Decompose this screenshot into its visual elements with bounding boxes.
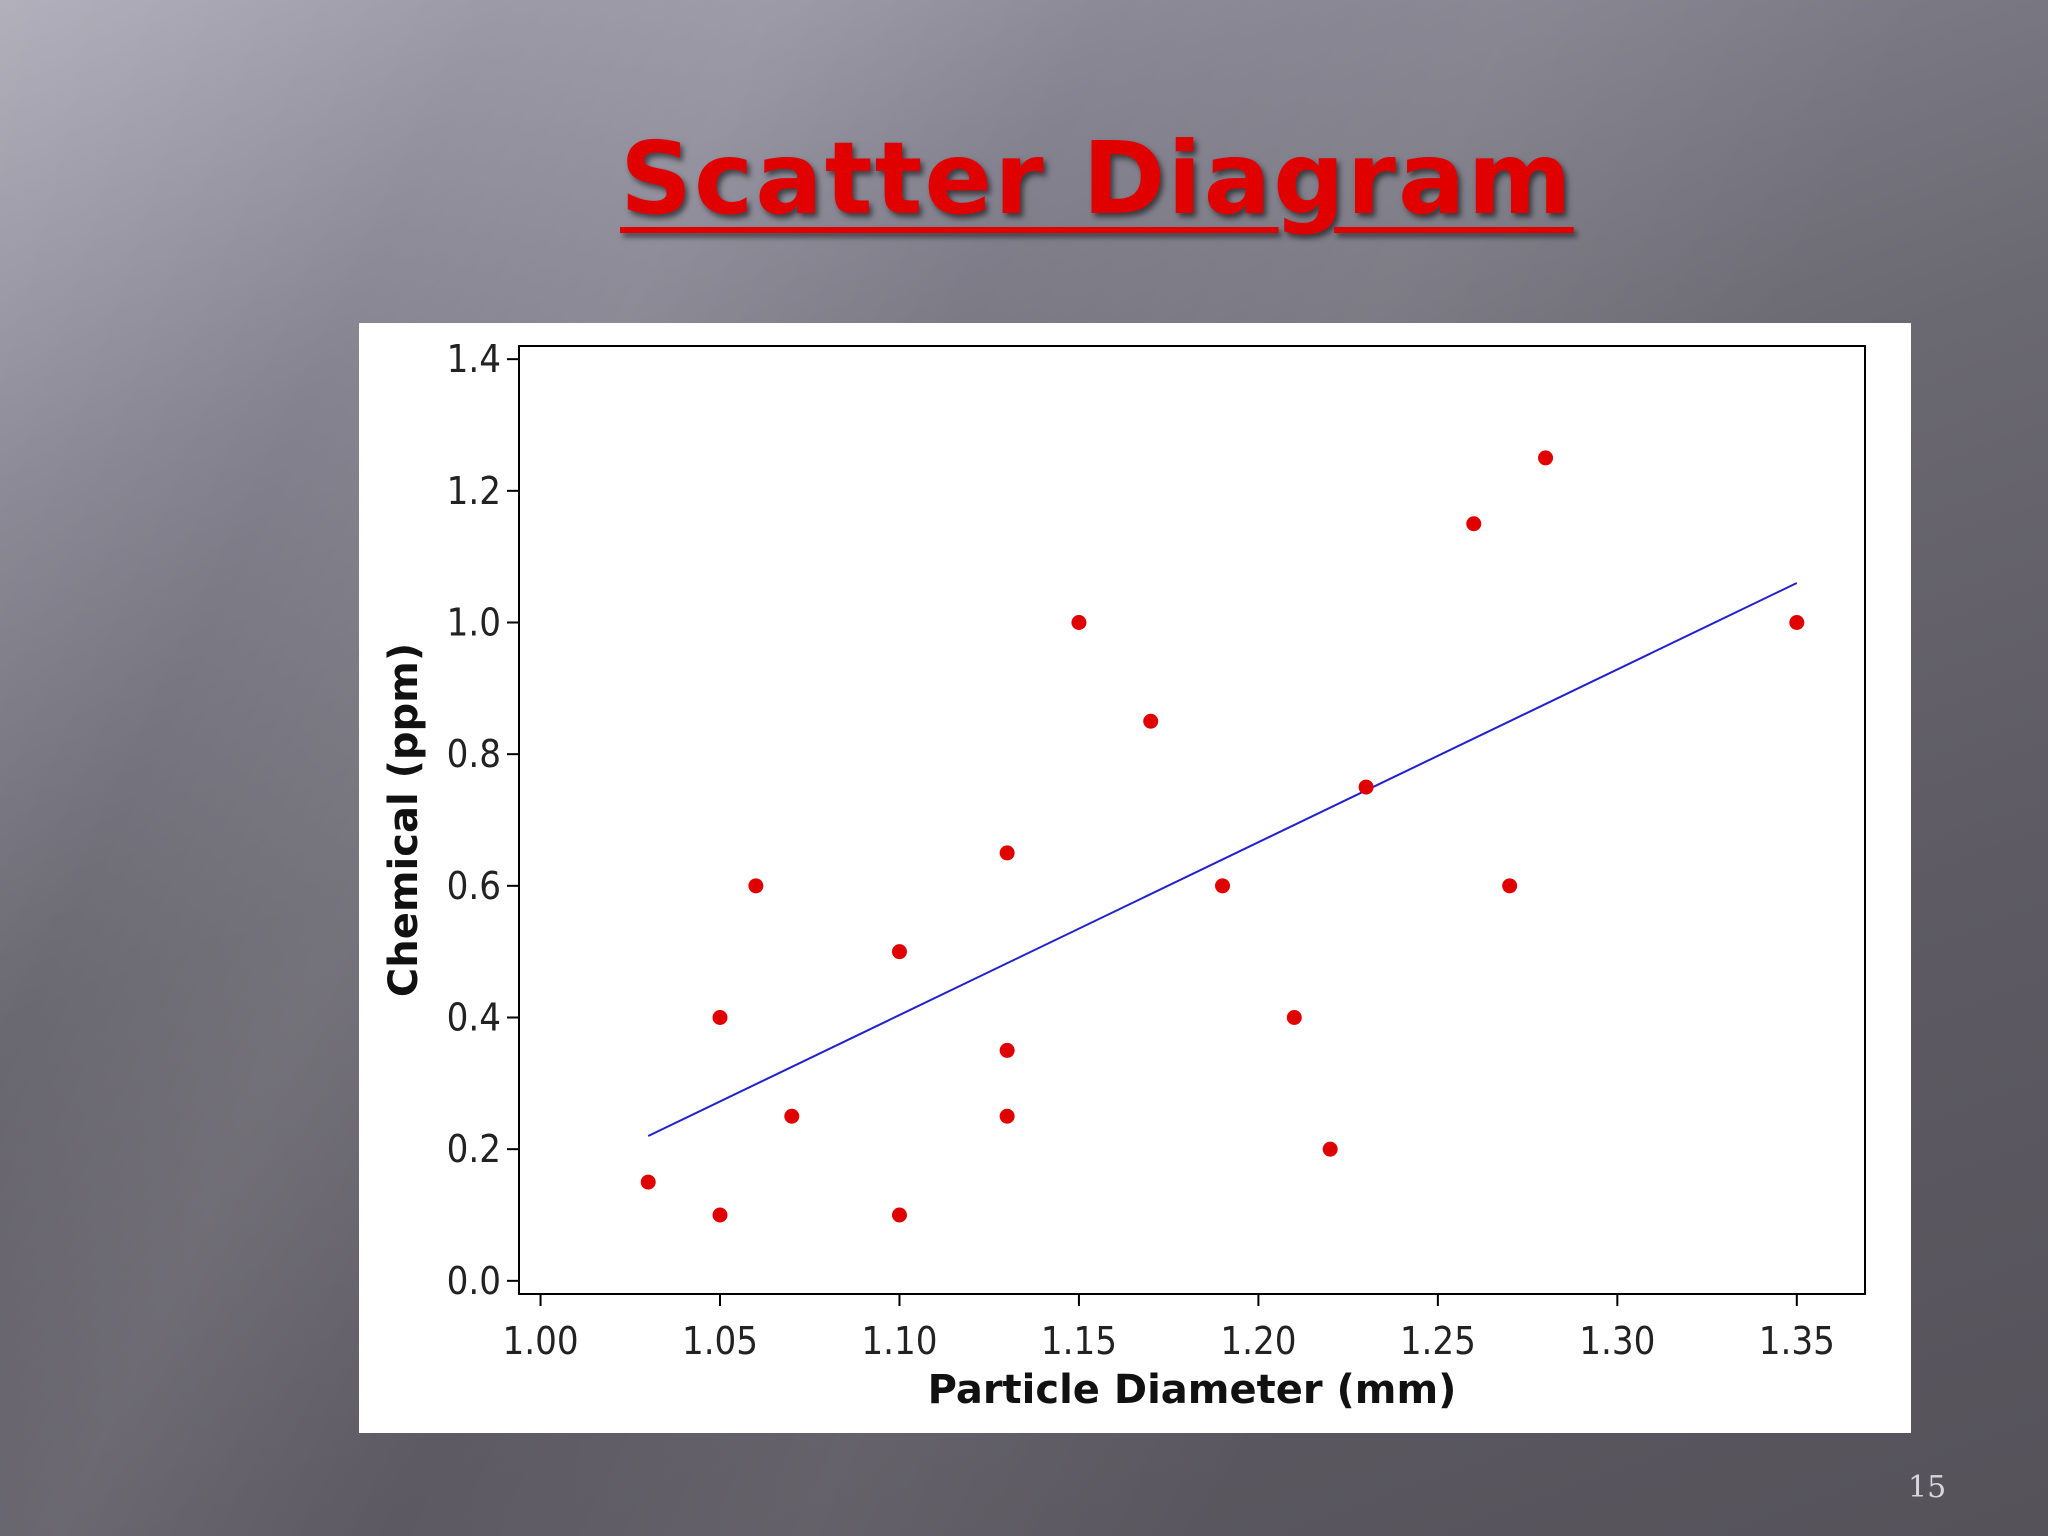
data-point — [1358, 779, 1374, 795]
data-point — [1143, 713, 1159, 729]
plot-frame — [518, 345, 1866, 1295]
y-axis-ticks: 0.0 0.2 0.4 0.6 0.8 1.0 1.2 1.4 — [447, 337, 519, 1303]
data-point — [712, 1207, 728, 1223]
trendline-group — [647, 582, 1798, 1137]
data-point — [1502, 878, 1518, 894]
x-tick-label: 1.05 — [682, 1319, 758, 1363]
x-tick-label: 1.25 — [1400, 1319, 1476, 1363]
data-point — [1286, 1010, 1302, 1025]
data-point — [1071, 615, 1087, 630]
x-tick-label: 1.00 — [502, 1319, 578, 1363]
data-point — [1466, 516, 1482, 532]
data-point — [1538, 450, 1554, 466]
data-point — [784, 1108, 800, 1124]
page-number: 15 — [1908, 1470, 1947, 1505]
x-tick-label: 1.15 — [1041, 1319, 1117, 1363]
y-tick-label: 1.4 — [447, 337, 501, 381]
y-tick-label: 0.0 — [447, 1259, 501, 1303]
slide-title: Scatter Diagram — [620, 120, 1574, 237]
y-tick-label: 0.8 — [447, 732, 501, 776]
x-tick-label: 1.10 — [861, 1319, 937, 1363]
y-tick-label: 1.0 — [447, 601, 501, 645]
y-tick-label: 0.4 — [447, 996, 501, 1040]
x-axis-ticks: 1.00 1.05 1.10 1.15 1.20 1.25 1.30 1.35 — [502, 1294, 1835, 1363]
y-tick-label: 1.2 — [447, 469, 501, 513]
x-tick-label: 1.20 — [1220, 1319, 1296, 1363]
data-point — [999, 845, 1015, 861]
data-point — [640, 1174, 656, 1190]
x-tick-label: 1.35 — [1759, 1319, 1835, 1363]
scatter-chart: 0.0 0.2 0.4 0.6 0.8 1.0 1.2 1.4 1.00 1.05 1.10 1.1… — [381, 337, 1866, 1413]
scatter-chart-panel: 0.0 0.2 0.4 0.6 0.8 1.0 1.2 1.4 1.00 1.05 1.10 1.1… — [359, 323, 1911, 1433]
data-point — [999, 1108, 1015, 1124]
data-point — [1789, 615, 1805, 630]
data-point — [712, 1010, 728, 1025]
x-tick-label: 1.30 — [1579, 1319, 1655, 1363]
data-point — [748, 878, 764, 894]
y-axis-title: Chemical (ppm) — [381, 643, 427, 997]
data-point — [1322, 1141, 1338, 1157]
trendline — [647, 582, 1798, 1137]
data-point — [891, 1207, 907, 1223]
data-points — [640, 450, 1805, 1223]
y-tick-label: 0.2 — [447, 1127, 501, 1171]
data-point — [1215, 878, 1231, 894]
y-tick-label: 0.6 — [447, 864, 501, 908]
data-point — [891, 944, 907, 960]
data-point — [999, 1042, 1015, 1058]
x-axis-title: Particle Diameter (mm) — [928, 1367, 1457, 1413]
